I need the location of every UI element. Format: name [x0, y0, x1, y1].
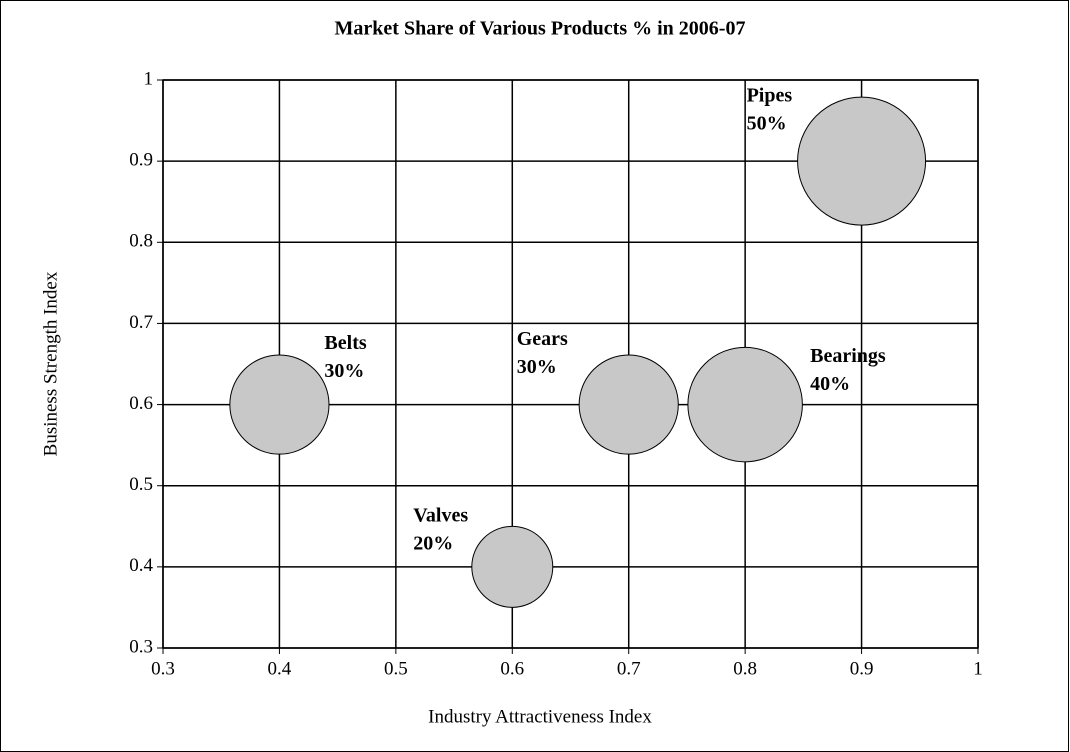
y-tick-label: 0.8	[129, 231, 153, 252]
y-tick-label: 0.3	[129, 636, 153, 657]
x-tick-label: 0.9	[850, 658, 874, 679]
y-tick-label: 0.5	[129, 474, 153, 495]
x-tick-label: 0.4	[268, 658, 292, 679]
y-tick-label: 1	[144, 68, 154, 89]
x-axis-label: Industry Attractiveness Index	[428, 706, 652, 727]
bubble-name: Belts	[324, 332, 366, 354]
chart-title: Market Share of Various Products % in 20…	[335, 18, 746, 40]
x-tick-label: 0.6	[500, 658, 524, 679]
bubble-value-label: 20%	[413, 532, 453, 554]
y-tick-label: 0.9	[129, 150, 153, 171]
bubble-name: Pipes	[747, 85, 793, 107]
y-tick-label: 0.4	[129, 555, 153, 576]
bubble-value-label: 40%	[810, 373, 850, 395]
bubble-value-label: 30%	[324, 360, 364, 382]
y-tick-label: 0.7	[129, 312, 153, 333]
bubble-value-label: 50%	[747, 113, 787, 135]
x-tick-label: 0.5	[384, 658, 408, 679]
bubble	[471, 525, 554, 608]
bubble	[229, 354, 330, 455]
bubble	[578, 354, 679, 455]
plot-border	[162, 79, 979, 649]
x-tick-label: 0.8	[733, 658, 757, 679]
y-axis-label: Business Strength Index	[40, 271, 61, 456]
bubble-name: Gears	[517, 328, 568, 350]
bubble-name: Bearings	[810, 345, 886, 367]
bubble	[797, 96, 927, 226]
x-tick-label: 0.3	[151, 658, 175, 679]
x-tick-label: 0.7	[617, 658, 641, 679]
y-tick-label: 0.6	[129, 393, 153, 414]
bubble	[687, 346, 803, 463]
bubble-value-label: 30%	[517, 356, 557, 378]
bubble-name: Valves	[413, 504, 468, 526]
x-tick-label: 1	[973, 658, 983, 679]
